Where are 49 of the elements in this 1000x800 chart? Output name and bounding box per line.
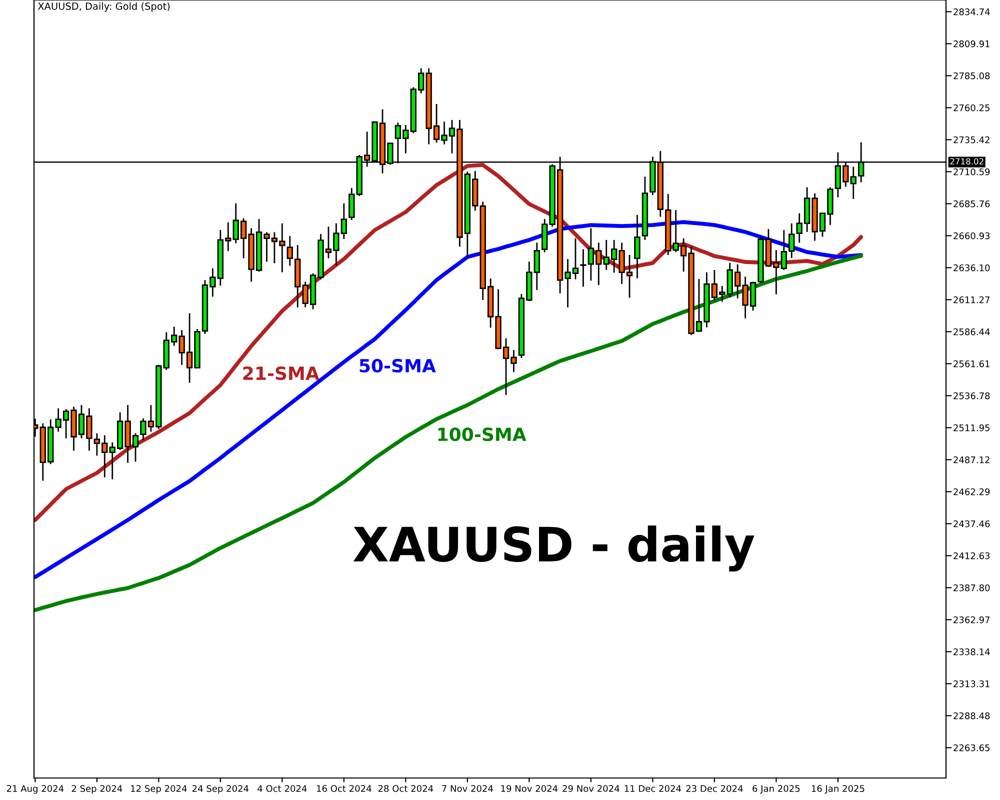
y-tick-label: 2387.80 bbox=[954, 584, 990, 592]
x-tick-label: 16 Oct 2024 bbox=[317, 785, 372, 792]
y-tick-label: 2710.59 bbox=[954, 168, 990, 176]
x-tick-label: 2 Sep 2024 bbox=[72, 785, 122, 794]
line-series bbox=[34, 163, 864, 522]
y-tick-label: 2760.25 bbox=[954, 104, 990, 112]
x-tick-label: 12 Sep 2024 bbox=[131, 785, 187, 794]
y-tick-label: 2511.95 bbox=[954, 424, 990, 432]
x-tick-label: 23 Dec 2024 bbox=[686, 785, 743, 792]
line-series bbox=[34, 254, 864, 612]
x-tick-label: 16 Jan 2025 bbox=[812, 785, 864, 794]
x-tick-label: 11 Dec 2024 bbox=[624, 785, 682, 792]
x-tick-label: 29 Nov 2024 bbox=[562, 785, 620, 792]
candlestick bbox=[348, 187, 355, 221]
x-tick-label: 19 Nov 2024 bbox=[501, 785, 558, 792]
y-tick-label: 2338.14 bbox=[954, 648, 990, 656]
y-tick-label: 2586.44 bbox=[954, 328, 990, 336]
series-label: 100-SMA bbox=[438, 428, 526, 442]
y-tick-label: 2536.78 bbox=[954, 392, 990, 400]
x-tick-label: 6 Jan 2025 bbox=[752, 785, 800, 794]
x-tick-label: 7 Nov 2024 bbox=[442, 785, 493, 792]
y-tick-label: 2660.93 bbox=[954, 232, 990, 240]
chart-title: XAUUSD, Daily: Gold (Spot) bbox=[38, 2, 170, 12]
y-tick-label: 2809.91 bbox=[954, 40, 990, 48]
series-label: 21-SMA bbox=[243, 366, 320, 380]
x-tick-label: 24 Sep 2024 bbox=[192, 785, 249, 794]
x-tick-label: 4 Oct 2024 bbox=[258, 785, 307, 792]
ref-line-label: 2718.02 bbox=[950, 158, 984, 165]
line-series bbox=[34, 220, 864, 580]
y-tick-label: 2462.29 bbox=[954, 488, 990, 496]
annotation: XAUUSD - daily bbox=[353, 525, 754, 572]
y-tick-label: 2561.61 bbox=[954, 360, 990, 368]
y-tick-label: 2263.65 bbox=[954, 744, 990, 752]
candlestick bbox=[634, 214, 640, 280]
y-tick-label: 2487.12 bbox=[954, 456, 990, 464]
y-tick-label: 2437.46 bbox=[954, 520, 990, 528]
y-tick-label: 2735.42 bbox=[954, 136, 990, 144]
x-tick-label: 28 Oct 2024 bbox=[378, 785, 434, 792]
y-tick-label: 2313.31 bbox=[954, 680, 990, 688]
y-tick-label: 2834.74 bbox=[954, 8, 990, 16]
y-tick-label: 2785.08 bbox=[954, 72, 990, 80]
series-label: 50-SMA bbox=[360, 358, 436, 373]
y-tick-label: 2685.76 bbox=[954, 200, 990, 208]
y-tick-label: 2288.48 bbox=[954, 712, 990, 720]
x-tick-label: 21 Aug 2024 bbox=[6, 785, 64, 794]
y-tick-label: 2412.63 bbox=[954, 552, 990, 560]
y-tick-label: 2636.10 bbox=[954, 264, 990, 272]
y-tick-label: 2611.27 bbox=[954, 296, 990, 304]
y-tick-label: 2362.97 bbox=[954, 616, 990, 624]
